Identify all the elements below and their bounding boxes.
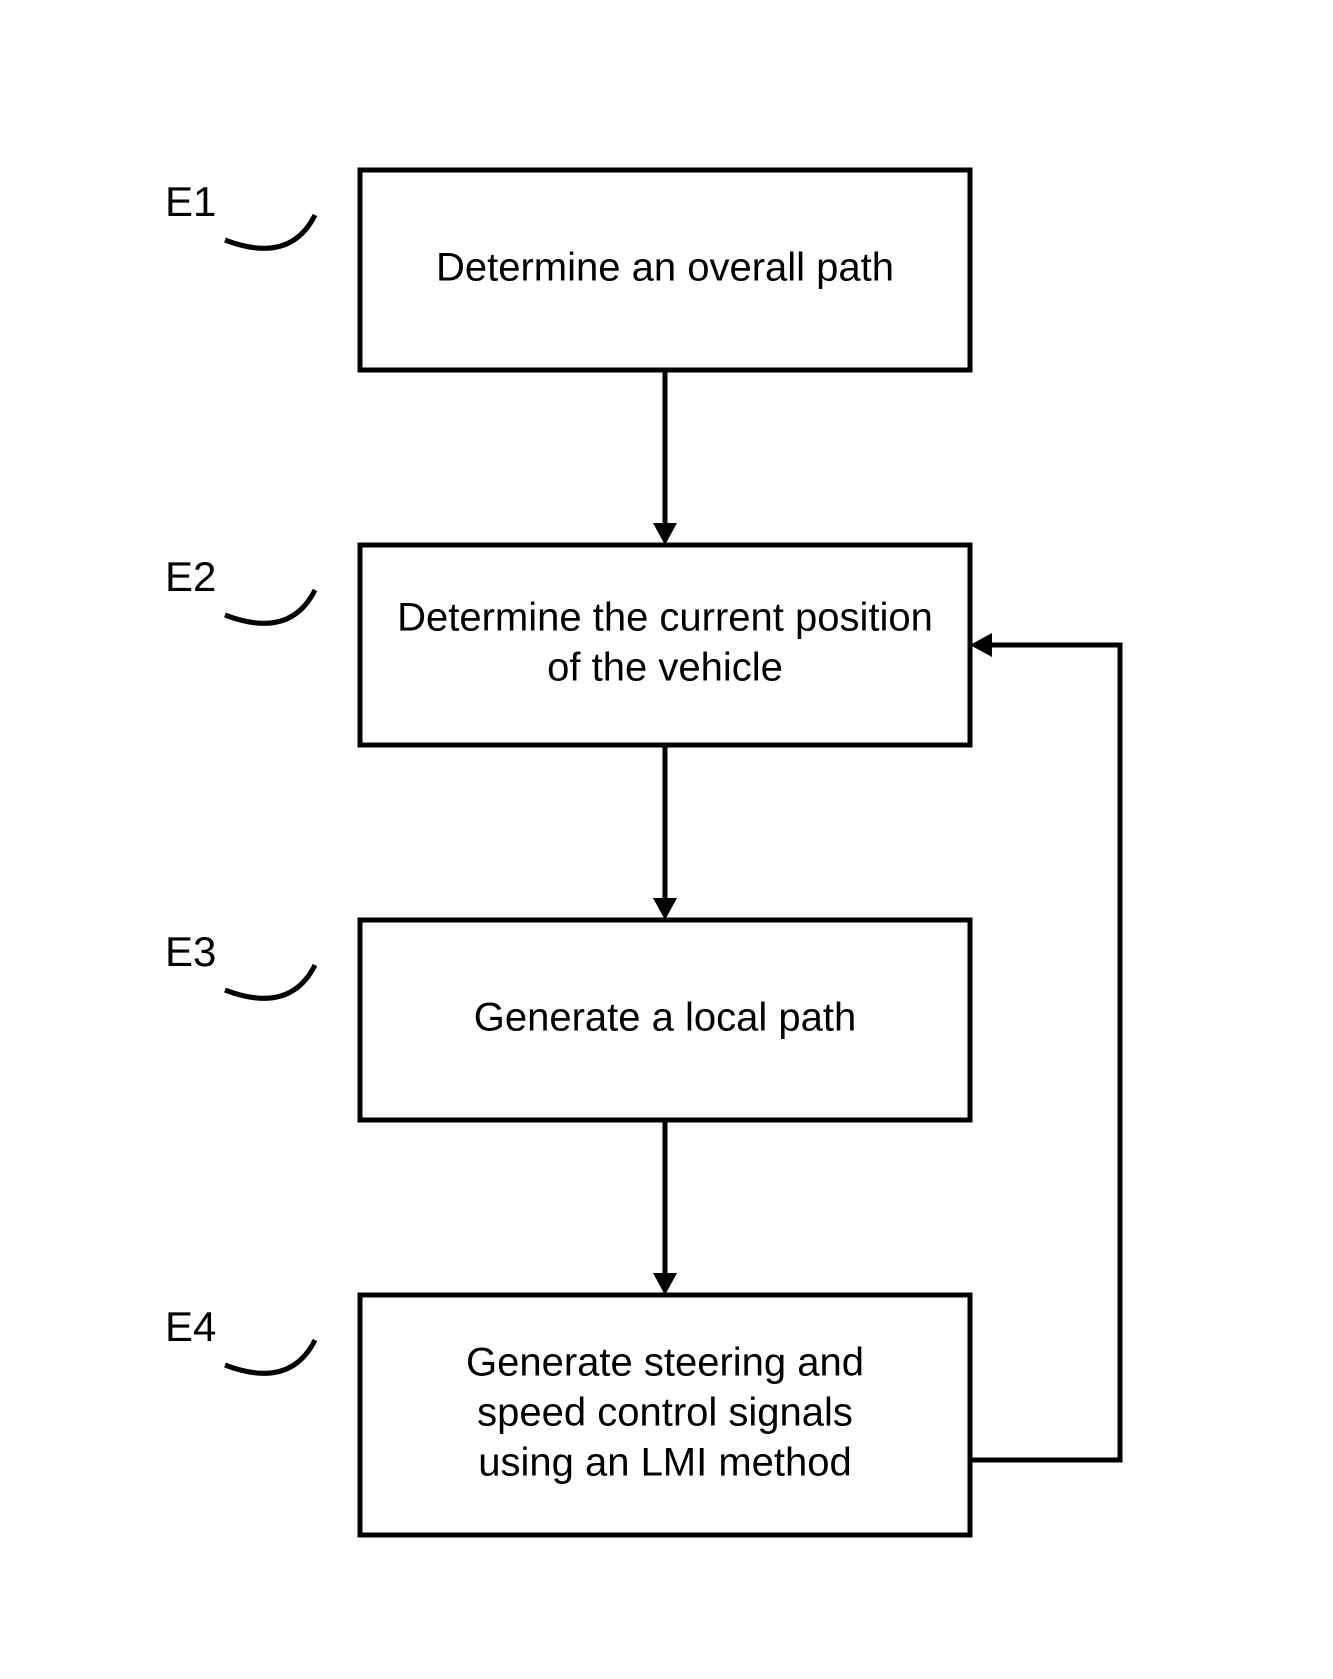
flow-edge-e3-e4 <box>653 1120 677 1295</box>
flow-node-side-label: E3 <box>165 928 216 975</box>
side-label-connector <box>225 965 315 998</box>
flow-edge-e1-e2 <box>653 370 677 545</box>
arrowhead-icon <box>653 898 677 920</box>
side-label-connector <box>225 1340 315 1373</box>
flow-edge-line <box>970 645 1120 1460</box>
flow-node-text: Generate a local path <box>474 996 856 1040</box>
flow-node-text: Generate steering and <box>466 1341 864 1385</box>
flow-node-text: speed control signals <box>477 1391 853 1435</box>
flowchart-canvas: Determine an overall path E1 Determine the… <box>0 0 1333 1679</box>
flow-node-e4: Generate steering and speed control signa… <box>165 1295 970 1535</box>
flow-node-side-label: E1 <box>165 178 216 225</box>
side-label-connector <box>225 590 315 623</box>
side-label-connector <box>225 215 315 248</box>
flow-node-e1: Determine an overall path E1 <box>165 170 970 370</box>
flow-edge-e2-e3 <box>653 745 677 920</box>
flow-node-e2: Determine the current position of the veh… <box>165 545 970 745</box>
arrowhead-icon <box>653 523 677 545</box>
flow-node-e3: Generate a local path E3 <box>165 920 970 1120</box>
flow-node-text: Determine the current position <box>397 596 933 640</box>
arrowhead-icon <box>653 1273 677 1295</box>
flow-node-text: using an LMI method <box>478 1441 852 1485</box>
arrowhead-icon <box>970 633 992 657</box>
flow-node-side-label: E4 <box>165 1303 216 1350</box>
flow-node-side-label: E2 <box>165 553 216 600</box>
flow-node-text: Determine an overall path <box>436 246 894 290</box>
flow-edge-loopback-e4-e2 <box>970 633 1120 1460</box>
flow-node-text: of the vehicle <box>547 646 783 690</box>
